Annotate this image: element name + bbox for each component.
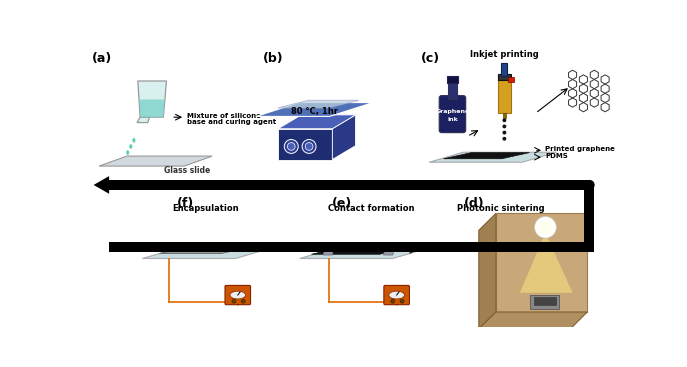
Polygon shape	[99, 156, 212, 166]
Circle shape	[538, 219, 553, 235]
Bar	[502, 63, 508, 76]
Ellipse shape	[585, 180, 595, 190]
Circle shape	[305, 143, 313, 150]
Text: base and curing agent: base and curing agent	[187, 119, 276, 125]
Polygon shape	[479, 312, 587, 329]
Polygon shape	[142, 248, 269, 258]
Ellipse shape	[126, 150, 129, 155]
Text: Inkjet printing: Inkjet printing	[470, 50, 539, 59]
Bar	[584, 185, 594, 247]
Circle shape	[284, 139, 298, 153]
Polygon shape	[323, 249, 334, 255]
Text: Encapsulation: Encapsulation	[172, 204, 239, 213]
FancyBboxPatch shape	[439, 96, 466, 132]
Polygon shape	[152, 243, 257, 248]
Ellipse shape	[389, 291, 405, 299]
Ellipse shape	[133, 138, 135, 143]
Bar	[530, 295, 559, 309]
Polygon shape	[139, 99, 165, 117]
Bar	[447, 76, 458, 83]
Text: ink: ink	[447, 117, 458, 122]
Text: (c): (c)	[420, 52, 440, 65]
Bar	[496, 214, 587, 312]
Circle shape	[502, 137, 506, 141]
Ellipse shape	[230, 291, 245, 299]
Text: Mixture of silicone: Mixture of silicone	[187, 113, 260, 119]
Text: (e): (e)	[333, 196, 352, 210]
Circle shape	[502, 118, 506, 122]
Polygon shape	[383, 249, 394, 255]
FancyBboxPatch shape	[384, 286, 409, 305]
Text: Graphene: Graphene	[436, 109, 470, 114]
Text: PDMS: PDMS	[545, 153, 568, 159]
Bar	[503, 113, 506, 118]
Bar	[534, 297, 556, 305]
Circle shape	[400, 299, 404, 303]
Text: (d): (d)	[464, 196, 485, 210]
Text: Ag paste: Ag paste	[420, 246, 456, 252]
Polygon shape	[278, 115, 356, 129]
Text: (b): (b)	[262, 52, 283, 65]
Circle shape	[502, 131, 506, 135]
Polygon shape	[333, 115, 356, 160]
Text: Printed graphene: Printed graphene	[545, 146, 616, 152]
Polygon shape	[429, 152, 556, 162]
Polygon shape	[256, 102, 373, 116]
Text: 80 °C, 1hr: 80 °C, 1hr	[291, 107, 338, 116]
FancyBboxPatch shape	[225, 286, 251, 305]
Polygon shape	[311, 248, 407, 254]
Polygon shape	[137, 117, 150, 123]
Text: (f): (f)	[177, 196, 194, 210]
Circle shape	[241, 299, 245, 303]
Bar	[109, 241, 594, 251]
Bar	[498, 74, 510, 80]
Circle shape	[287, 143, 295, 150]
Polygon shape	[520, 238, 572, 293]
Circle shape	[302, 139, 316, 153]
Polygon shape	[159, 247, 249, 254]
Bar	[109, 180, 589, 190]
Text: Photonic sintering: Photonic sintering	[457, 204, 544, 213]
Text: Glass slide: Glass slide	[164, 166, 210, 175]
Polygon shape	[479, 214, 496, 329]
Polygon shape	[300, 248, 427, 258]
Circle shape	[534, 217, 556, 238]
Polygon shape	[93, 176, 109, 194]
Bar	[498, 79, 510, 113]
Circle shape	[391, 299, 395, 303]
Circle shape	[232, 299, 236, 303]
Polygon shape	[278, 129, 333, 160]
Bar	[508, 77, 515, 82]
Polygon shape	[138, 81, 166, 117]
Circle shape	[502, 124, 506, 128]
Ellipse shape	[129, 144, 133, 149]
Bar	[448, 81, 457, 99]
Polygon shape	[444, 153, 530, 159]
Polygon shape	[278, 100, 359, 108]
Text: (a): (a)	[92, 52, 113, 65]
Text: Contact formation: Contact formation	[328, 204, 414, 213]
